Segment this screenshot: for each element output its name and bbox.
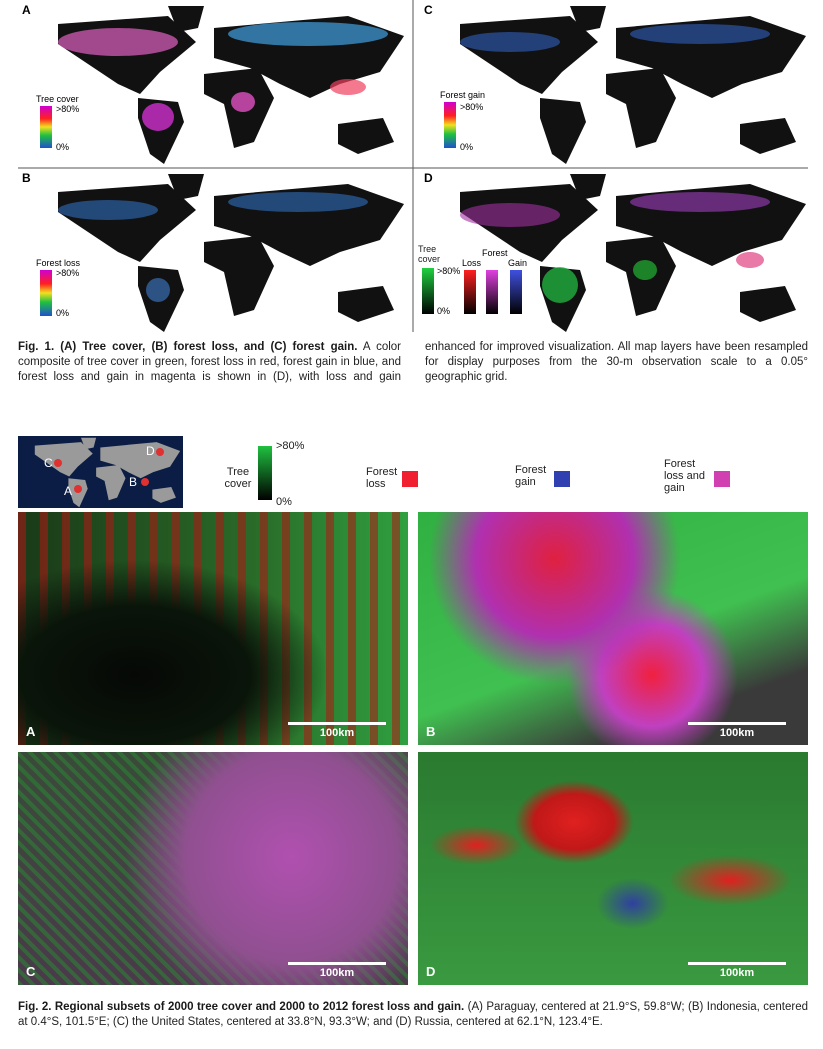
- inset-label: C: [44, 456, 53, 470]
- legend-title: Loss: [462, 258, 482, 268]
- panel-label: D: [426, 964, 436, 979]
- legend-label: 0%: [56, 142, 69, 152]
- legend-b: Forest loss >80% 0%: [36, 258, 81, 318]
- map-d: [460, 174, 806, 332]
- legend-title: Forest gain: [440, 90, 485, 100]
- inset-label: D: [146, 444, 155, 458]
- panel-label: C: [424, 3, 433, 17]
- caption-bold: Fig. 1. (A) Tree cover, (B) forest loss,…: [18, 341, 358, 353]
- map-a: [58, 6, 404, 164]
- legend-ramp: [258, 446, 272, 500]
- legend-label: >80%: [56, 268, 79, 278]
- figure-2-caption: Fig. 2. Regional subsets of 2000 tree co…: [18, 1000, 808, 1030]
- scale-bar: 100km: [688, 722, 786, 739]
- legend-max: >80%: [276, 440, 305, 452]
- legend-c: Forest gain >80% 0%: [440, 90, 485, 152]
- legend-forest-loss: Forest loss: [366, 466, 398, 490]
- map-b: [58, 174, 404, 332]
- scale-bar: 100km: [688, 962, 786, 979]
- caption-text: A color composite of tree cover in green…: [18, 341, 808, 383]
- caption-bold: Fig. 2. Regional subsets of 2000 tree co…: [18, 1001, 465, 1013]
- panel-label: A: [22, 3, 31, 17]
- inset-map: C D A B: [18, 436, 183, 508]
- figure-1-caption: Fig. 1. (A) Tree cover, (B) forest loss,…: [18, 340, 808, 385]
- panel-label: B: [426, 724, 436, 739]
- panel-a: A 100km: [18, 512, 408, 745]
- legend-label: 0%: [437, 306, 450, 316]
- legend-swatch: [714, 471, 730, 487]
- legend-swatch: [554, 471, 570, 487]
- legend-label: 0%: [56, 308, 69, 318]
- legend-label: >80%: [437, 266, 460, 276]
- legend-title: Tree cover: [418, 244, 441, 264]
- legend-a: Tree cover >80% 0%: [36, 94, 79, 152]
- scale-bar: 100km: [288, 722, 386, 739]
- panel-d: D 100km: [418, 752, 808, 985]
- panel-c: C 100km: [18, 752, 408, 985]
- panel-label: A: [26, 724, 36, 739]
- legend-title: Forest: [482, 248, 508, 258]
- legend-swatch: [402, 471, 418, 487]
- panel-label: D: [424, 171, 433, 185]
- map-c: [460, 6, 806, 164]
- inset-label: B: [129, 475, 137, 489]
- panel-label: B: [22, 171, 31, 185]
- scale-bar: 100km: [288, 962, 386, 979]
- inset-label: A: [64, 484, 72, 498]
- legend-tree-cover: Tree cover: [224, 466, 252, 490]
- legend-loss-and-gain: Forest loss and gain: [664, 458, 705, 494]
- legend-label: 0%: [460, 142, 473, 152]
- legend-forest-gain: Forest gain: [515, 464, 547, 488]
- legend-title: Tree cover: [36, 94, 79, 104]
- panel-b: B 100km: [418, 512, 808, 745]
- panel-label: C: [26, 964, 36, 979]
- figure-1-maps: A C B D Tree cover >80% 0% Forest gain >…: [18, 0, 808, 332]
- caption-text: (A) Paraguay, centered at 21.9°S, 59.8°W…: [18, 1001, 808, 1028]
- legend-label: >80%: [56, 104, 79, 114]
- legend-d: Tree cover >80% 0% Loss Forest Gain: [418, 244, 527, 316]
- legend-label: >80%: [460, 102, 483, 112]
- legend-title: Gain: [508, 258, 527, 268]
- legend-min: 0%: [276, 496, 292, 508]
- legend-title: Forest loss: [36, 258, 81, 268]
